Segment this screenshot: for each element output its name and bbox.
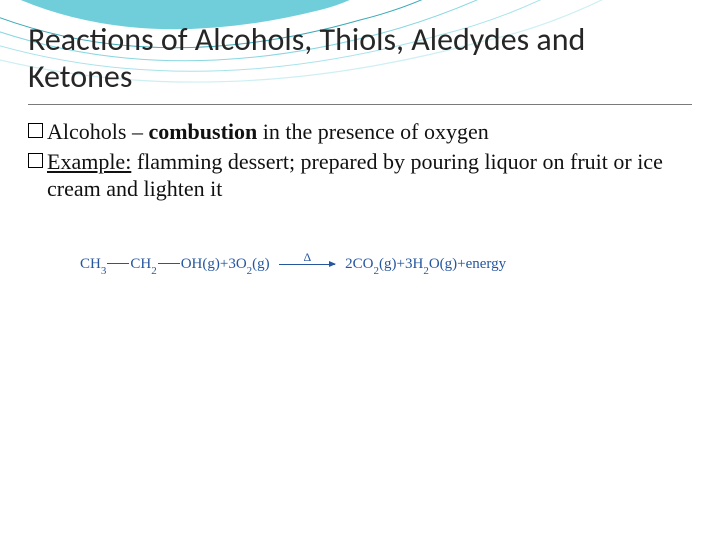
- bullet-bold: combustion: [148, 119, 257, 144]
- eq-co2-sub: 2: [374, 265, 380, 277]
- eq-oh: OH(g): [181, 256, 220, 273]
- delta-icon: Δ: [279, 250, 335, 265]
- bullet-underline: Example:: [47, 149, 131, 174]
- title-underline: [28, 104, 692, 105]
- eq-h2ocoef: 3H: [405, 256, 423, 273]
- eq-plus: +: [397, 256, 405, 273]
- chemical-equation: CH3CH2OH(g) + 3O2(g) Δ 2CO2(g) + 3H2O(g)…: [80, 256, 506, 275]
- eq-energy: energy: [466, 256, 507, 273]
- eq-ch3-sub: 3: [101, 265, 107, 277]
- arrow-line-icon: [279, 264, 335, 265]
- eq-ch2: CH: [130, 256, 151, 273]
- reaction-arrow: Δ: [279, 264, 335, 265]
- eq-o2-sub: 2: [247, 265, 253, 277]
- eq-co2coef: 2CO: [345, 256, 373, 273]
- bullet-box-icon: [28, 123, 43, 138]
- eq-ch2-sub: 2: [151, 265, 157, 277]
- eq-plus: +: [457, 256, 465, 273]
- title-block: Reactions of Alcohols, Thiols, Aledydes …: [28, 22, 692, 96]
- page-title: Reactions of Alcohols, Thiols, Aledydes …: [28, 22, 692, 96]
- bullet-item: Alcohols – combustion in the presence of…: [28, 118, 670, 146]
- bullet-rest: in the presence of oxygen: [257, 119, 489, 144]
- eq-plus: +: [220, 256, 228, 273]
- bond-icon: [107, 263, 129, 264]
- eq-o2coef: 3O: [228, 256, 246, 273]
- bullet-item: Example: flamming dessert; prepared by p…: [28, 148, 670, 203]
- eq-co2-state: (g): [379, 256, 397, 273]
- eq-ch3: CH: [80, 256, 101, 273]
- eq-o2-state: (g): [252, 256, 270, 273]
- eq-h2o-rest: O(g): [429, 256, 457, 273]
- bullet-rest: flamming dessert; prepared by pouring li…: [47, 149, 663, 202]
- bullet-box-icon: [28, 153, 43, 168]
- bond-icon: [158, 263, 180, 264]
- eq-h2o-sub: 2: [423, 265, 429, 277]
- bullet-prefix: Alcohols –: [47, 119, 148, 144]
- body-block: Alcohols – combustion in the presence of…: [28, 118, 670, 205]
